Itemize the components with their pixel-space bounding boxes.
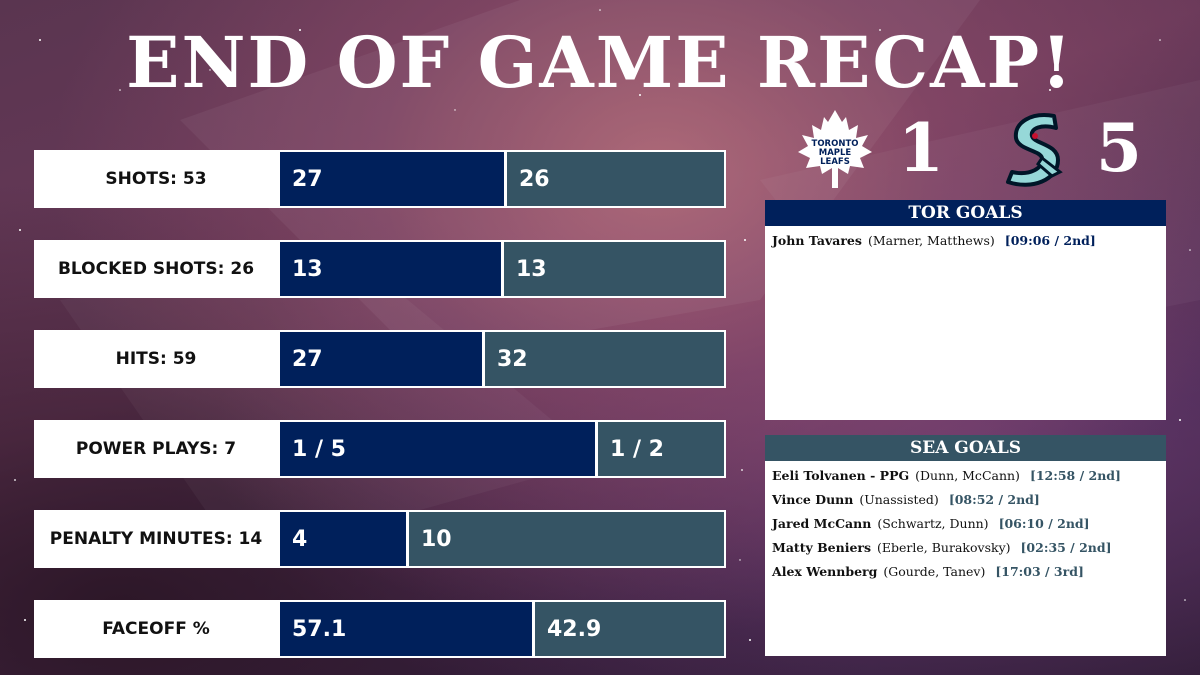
stat-label: HITS: 59 — [34, 330, 278, 388]
goal-entry: Jared McCann (Schwartz, Dunn) [06:10 / 2nd… — [765, 512, 1166, 536]
goal-scorer: Jared McCann — [772, 516, 872, 531]
goal-assists: (Schwartz, Dunn) — [877, 516, 989, 531]
sea-stat-value: 1 / 2 — [598, 422, 724, 476]
goal-assists: (Eberle, Burakovsky) — [877, 540, 1011, 555]
stat-bar: 57.1 42.9 — [278, 600, 726, 658]
tor-stat-value: 4 — [280, 512, 406, 566]
goal-time: [12:58 / 2nd] — [1029, 468, 1121, 483]
svg-text:LEAFS: LEAFS — [820, 157, 850, 167]
stat-label: PENALTY MINUTES: 14 — [34, 510, 278, 568]
goal-time: [17:03 / 3rd] — [995, 564, 1084, 579]
goal-scorer: Matty Beniers — [772, 540, 872, 555]
goal-assists: (Unassisted) — [859, 492, 939, 507]
goal-time: [08:52 / 2nd] — [948, 492, 1040, 507]
goal-scorer: John Tavares — [772, 233, 862, 248]
goal-scorer: Vince Dunn — [772, 492, 854, 507]
svg-text:MAPLE: MAPLE — [819, 148, 852, 158]
sea-goals-header: SEA GOALS — [765, 435, 1166, 461]
stat-label: FACEOFF % — [34, 600, 278, 658]
stat-label: BLOCKED SHOTS: 26 — [34, 240, 278, 298]
stat-bar: 27 32 — [278, 330, 726, 388]
stat-label: POWER PLAYS: 7 — [34, 420, 278, 478]
seattle-kraken-logo — [1006, 113, 1063, 187]
goal-entry: Matty Beniers (Eberle, Burakovsky) [02:35 … — [765, 536, 1166, 560]
sea-score: 5 — [1096, 109, 1142, 187]
stat-bar: 27 26 — [278, 150, 726, 208]
tor-goal-list: John Tavares (Marner, Matthews) [09:06 / 2… — [765, 226, 1166, 253]
stat-bar: 4 10 — [278, 510, 726, 568]
scoreboard: TORONTO MAPLE LEAFS 1 5 — [790, 106, 1170, 196]
stat-row: SHOTS: 53 27 26 — [34, 150, 726, 208]
svg-text:TORONTO: TORONTO — [812, 139, 859, 149]
tor-goals-header: TOR GOALS — [765, 200, 1166, 226]
tor-score: 1 — [898, 109, 944, 187]
page-title: END OF GAME RECAP! — [126, 21, 1074, 104]
stat-row: HITS: 59 27 32 — [34, 330, 726, 388]
goal-scorer: Alex Wennberg — [772, 564, 878, 579]
tor-goals-panel: TOR GOALS John Tavares (Marner, Matthews)… — [765, 200, 1166, 420]
goal-assists: (Marner, Matthews) — [867, 233, 995, 248]
sea-stat-value: 26 — [507, 152, 724, 206]
goal-entry: John Tavares (Marner, Matthews) [09:06 / 2… — [765, 229, 1166, 253]
goal-assists: (Gourde, Tanev) — [883, 564, 986, 579]
goal-time: [09:06 / 2nd] — [1004, 233, 1096, 248]
sea-goals-panel: SEA GOALS Eeli Tolvanen - PPG (Dunn, McCa… — [765, 435, 1166, 656]
goal-entry: Vince Dunn (Unassisted) [08:52 / 2nd] — [765, 488, 1166, 512]
sea-stat-value: 10 — [409, 512, 724, 566]
tor-stat-value: 57.1 — [280, 602, 532, 656]
goal-assists: (Dunn, McCann) — [915, 468, 1020, 483]
goal-entry: Eeli Tolvanen - PPG (Dunn, McCann) [12:58 … — [765, 464, 1166, 488]
tor-stat-value: 27 — [280, 332, 482, 386]
goal-scorer: Eeli Tolvanen - PPG — [772, 468, 910, 483]
stat-row: BLOCKED SHOTS: 26 13 13 — [34, 240, 726, 298]
toronto-maple-leafs-logo: TORONTO MAPLE LEAFS — [798, 110, 872, 188]
sea-stat-value: 42.9 — [535, 602, 724, 656]
stat-row: FACEOFF % 57.1 42.9 — [34, 600, 726, 658]
sea-stat-value: 13 — [504, 242, 724, 296]
goal-entry: Alex Wennberg (Gourde, Tanev) [17:03 / 3rd… — [765, 560, 1166, 584]
goal-time: [02:35 / 2nd] — [1020, 540, 1112, 555]
stat-label: SHOTS: 53 — [34, 150, 278, 208]
tor-stat-value: 13 — [280, 242, 501, 296]
sea-goal-list: Eeli Tolvanen - PPG (Dunn, McCann) [12:58 … — [765, 461, 1166, 584]
stat-bar: 13 13 — [278, 240, 726, 298]
sea-stat-value: 32 — [485, 332, 724, 386]
tor-stat-value: 1 / 5 — [280, 422, 595, 476]
stat-row: PENALTY MINUTES: 14 4 10 — [34, 510, 726, 568]
goal-time: [06:10 / 2nd] — [998, 516, 1090, 531]
tor-stat-value: 27 — [280, 152, 504, 206]
